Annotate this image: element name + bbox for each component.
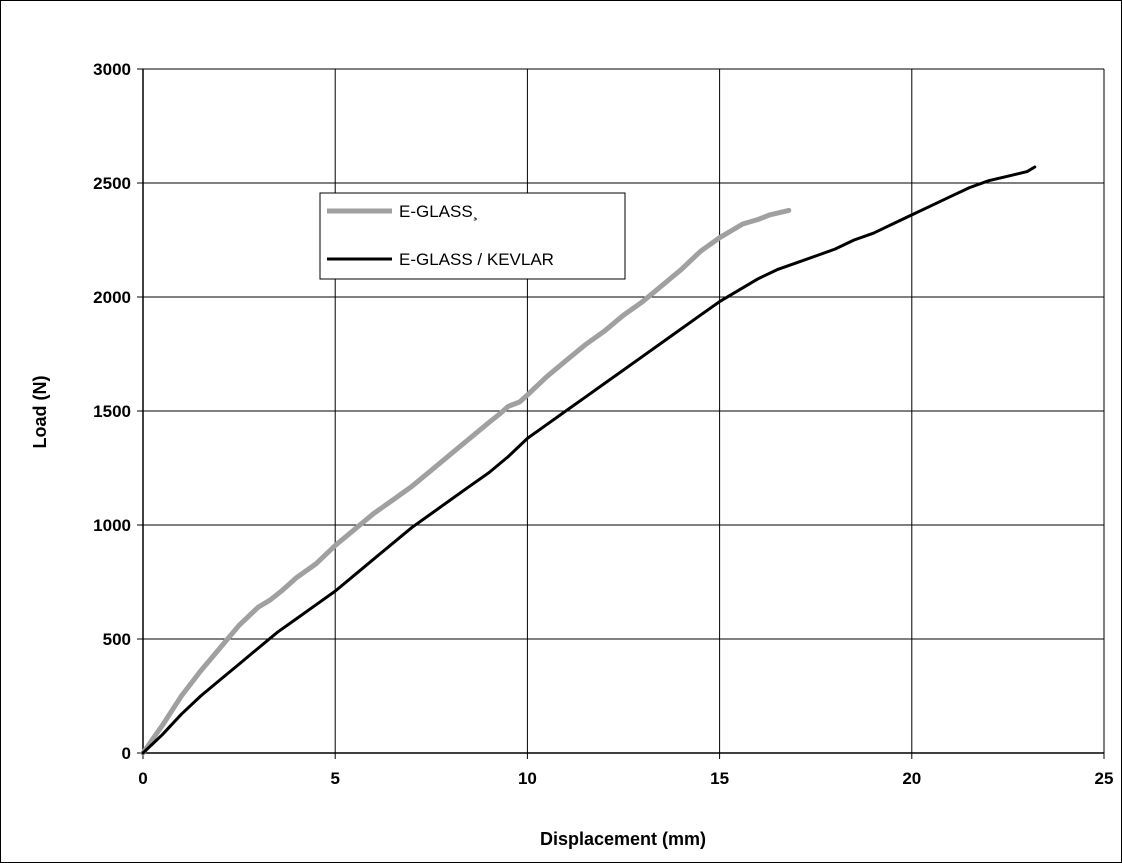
x-tick-label: 10 [518, 769, 537, 788]
legend-box [319, 192, 626, 280]
axes [137, 68, 1105, 759]
y-tick-label: 2500 [93, 174, 131, 193]
y-tick-label: 0 [122, 744, 131, 763]
y-axis-title: Load (N) [30, 376, 50, 449]
y-tick-label: 3000 [93, 60, 131, 79]
series-line-e-glass [140, 207, 792, 756]
x-tick-labels: 0 5 10 15 20 25 [138, 769, 1113, 788]
x-tick-label: 5 [330, 769, 339, 788]
series-line-e-glass-kevlar [141, 165, 1037, 755]
y-tick-label: 2000 [93, 288, 131, 307]
y-tick-label: 500 [103, 630, 131, 649]
x-tick-label: 20 [902, 769, 921, 788]
y-tick-labels: 0 500 1000 1500 2000 2500 3000 [93, 60, 131, 763]
legend-label-e-glass-kevlar: E-GLASS / KEVLAR [399, 250, 554, 269]
legend: E-GLASS¸ E-GLASS / KEVLAR [319, 192, 626, 280]
x-axis-title: Displacement (mm) [540, 829, 706, 849]
x-tick-label: 25 [1095, 769, 1114, 788]
gridlines [143, 68, 1105, 753]
x-tick-label: 15 [710, 769, 729, 788]
legend-label-e-glass: E-GLASS¸ [399, 202, 478, 221]
y-tick-label: 1000 [93, 516, 131, 535]
y-tick-label: 1500 [93, 402, 131, 421]
x-tick-label: 0 [138, 769, 147, 788]
series-lines [140, 165, 1037, 756]
